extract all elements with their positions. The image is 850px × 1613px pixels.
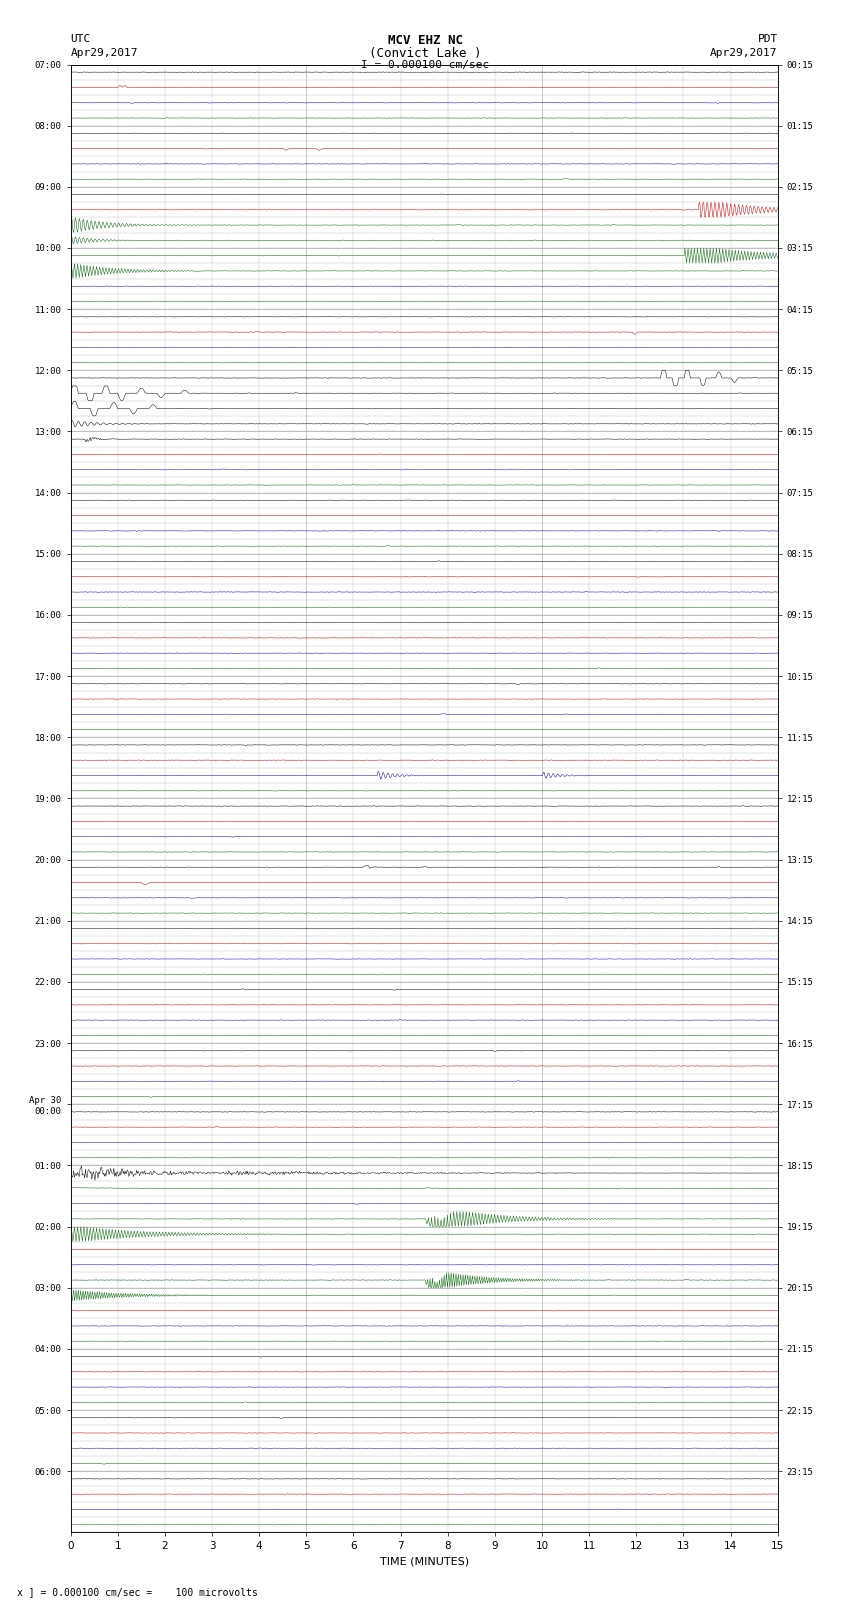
Text: UTC: UTC — [71, 34, 91, 44]
Text: I = 0.000100 cm/sec: I = 0.000100 cm/sec — [361, 60, 489, 69]
Text: MCV EHZ NC: MCV EHZ NC — [388, 34, 462, 47]
Text: Apr29,2017: Apr29,2017 — [711, 48, 778, 58]
Text: Apr29,2017: Apr29,2017 — [71, 48, 138, 58]
Text: (Convict Lake ): (Convict Lake ) — [369, 47, 481, 60]
X-axis label: TIME (MINUTES): TIME (MINUTES) — [380, 1557, 468, 1566]
Text: PDT: PDT — [757, 34, 778, 44]
Text: x ] = 0.000100 cm/sec =    100 microvolts: x ] = 0.000100 cm/sec = 100 microvolts — [17, 1587, 258, 1597]
